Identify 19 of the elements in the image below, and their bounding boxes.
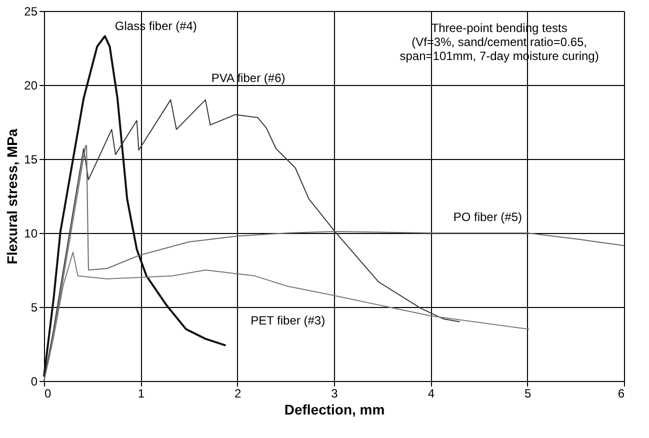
x-tick-label: 5	[524, 386, 532, 400]
series-label: PET fiber (#3)	[250, 313, 326, 328]
x-tick-label: 1	[138, 386, 145, 400]
y-tick-label: 0	[30, 374, 38, 388]
x-tick-label: 6	[618, 386, 625, 400]
x-tick-label: 0	[44, 386, 52, 400]
y-tick-label: 20	[24, 78, 38, 92]
y-axis-title: Flexural stress, MPa	[4, 128, 20, 264]
series-label: PO fiber (#5)	[453, 210, 522, 224]
line-series	[44, 252, 530, 382]
x-tick-label: 3	[331, 386, 338, 400]
y-tick-label: 5	[30, 300, 38, 314]
x-axis-title: Deflection, mm	[284, 402, 385, 418]
y-tick-label: 10	[24, 226, 38, 240]
series-label: PVA fiber (#6)	[211, 70, 286, 85]
y-tick-label: 25	[24, 4, 38, 18]
x-tick-label: 2	[234, 386, 242, 400]
x-tick-label: 4	[428, 386, 435, 400]
y-tick-label: 15	[24, 152, 38, 166]
